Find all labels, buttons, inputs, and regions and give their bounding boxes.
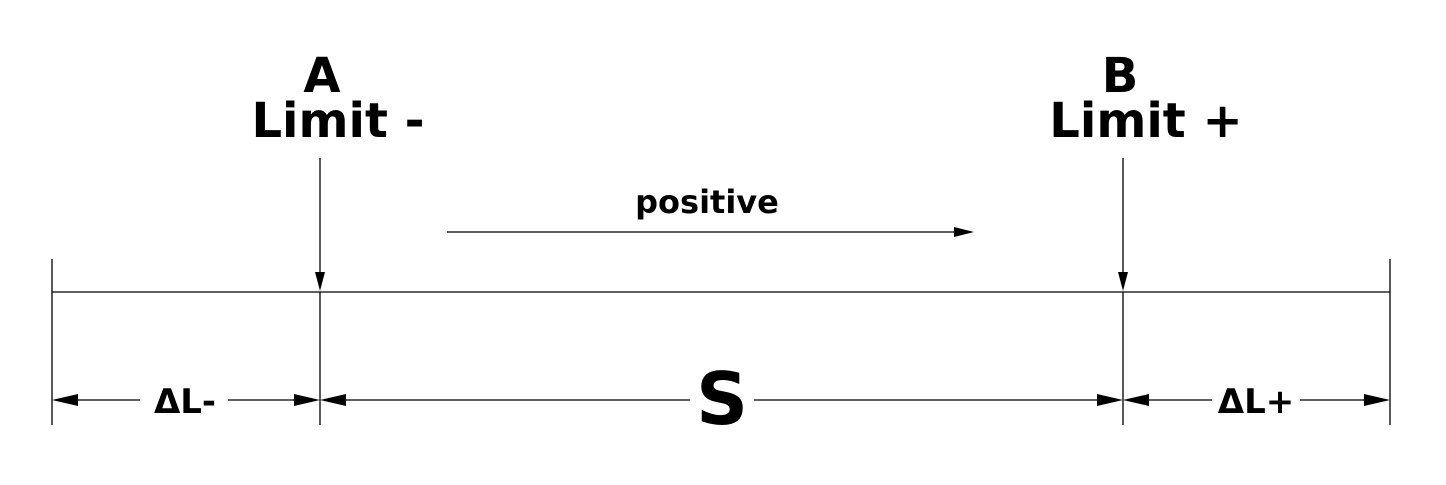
dimension-delta-minus-label: ΔL-	[154, 382, 216, 422]
dimension-arrow-head	[1123, 394, 1149, 406]
limit-minus-label: Limit -	[251, 93, 424, 149]
dimension-stroke: S	[320, 357, 1123, 441]
dimension-arrow-head	[1097, 394, 1123, 406]
limit-plus-letter: B	[1102, 48, 1139, 104]
dimension-arrow-head	[294, 394, 320, 406]
limit-plus-pointer-head	[1118, 272, 1128, 291]
limit-minus-letter: A	[303, 48, 340, 104]
direction-arrow-head	[954, 227, 974, 237]
dimension-delta-plus: ΔL+	[1123, 382, 1390, 422]
dimension-arrow-head	[52, 394, 78, 406]
dimension-arrow-head	[320, 394, 346, 406]
direction-label: positive	[635, 183, 779, 221]
limit-minus-pointer-head	[315, 272, 325, 291]
dimension-stroke-label: S	[696, 357, 748, 441]
dimension-delta-plus-label: ΔL+	[1218, 382, 1294, 422]
limit-plus-label: Limit +	[1049, 93, 1242, 149]
dimension-arrow-head	[1364, 394, 1390, 406]
dimension-delta-minus: ΔL-	[52, 382, 320, 422]
